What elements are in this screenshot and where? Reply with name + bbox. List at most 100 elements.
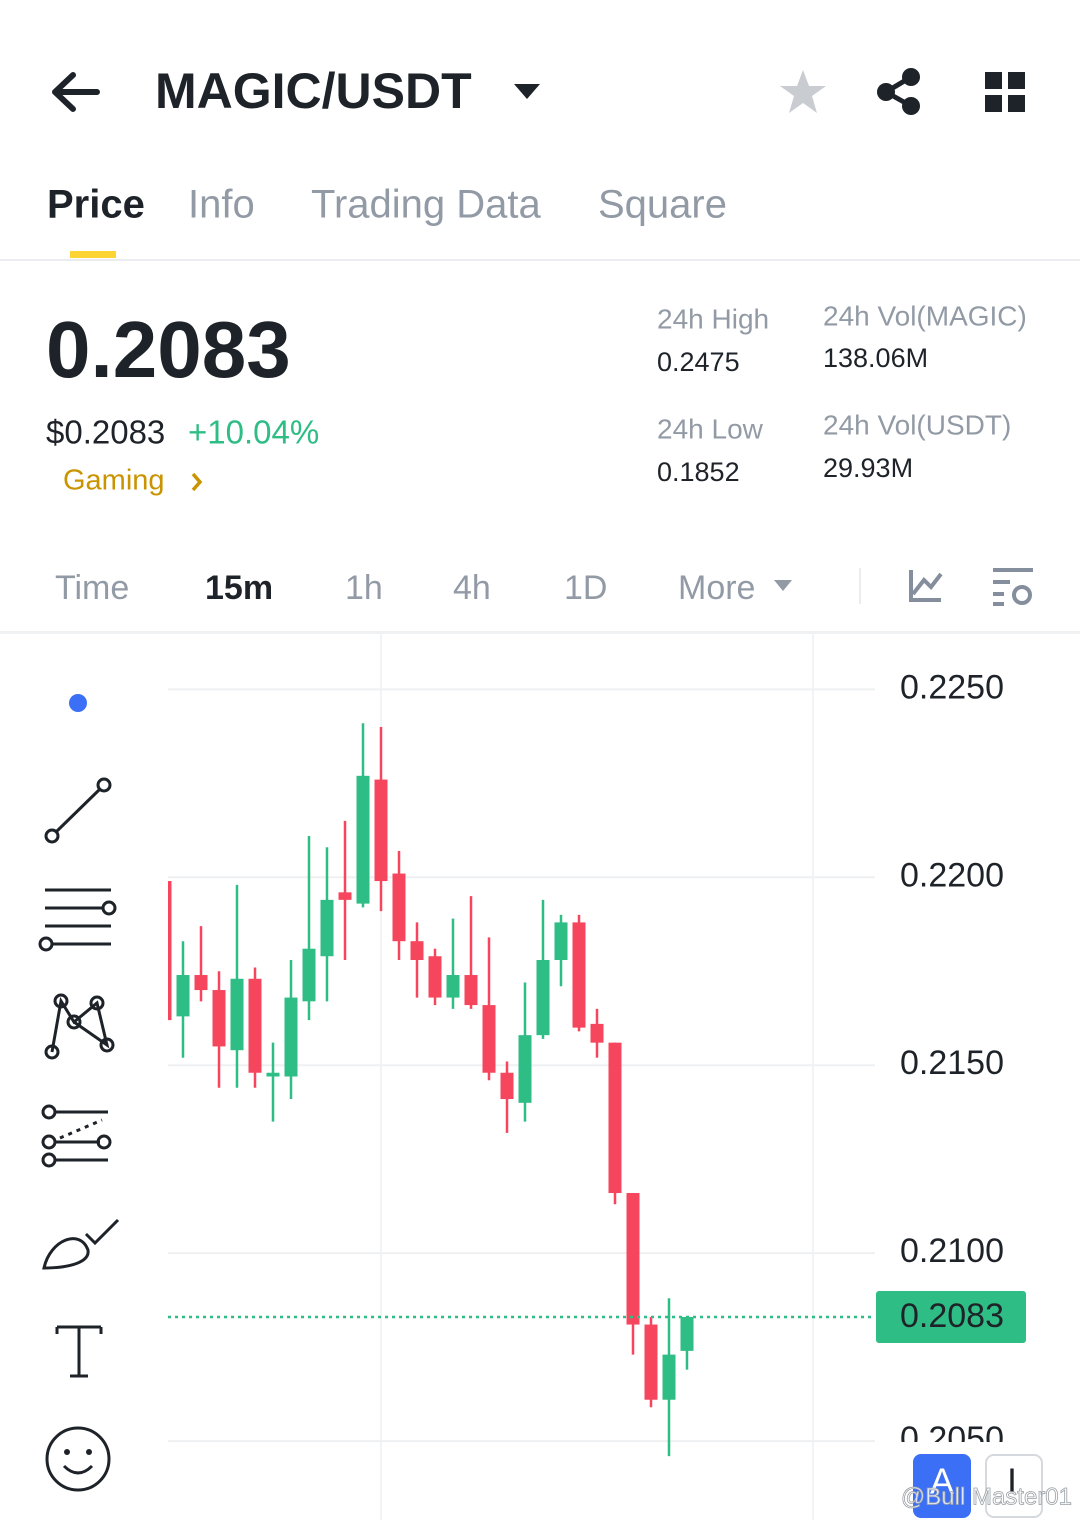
interval[interactable]: 1D [564,569,607,607]
candle-body [482,1005,496,1073]
stat-label: 24h Vol(MAGIC) [823,300,1027,331]
tool-handle [96,777,112,793]
tool-handle [38,936,54,952]
emoji-eye [64,1449,70,1455]
menu-grid[interactable] [985,72,1025,112]
tool-handle [44,1044,60,1060]
price-axis: 0.2250 0.2200 0.2150 0.2100 0.2050 [900,668,1004,1458]
candle-body [266,1072,280,1077]
tool-line[interactable] [44,777,112,844]
tool-dash [59,1118,103,1140]
settings-icon[interactable] [993,568,1033,606]
v-grid-line [812,633,814,1520]
tool-parallel[interactable] [38,888,117,952]
stat-value: 138.06M [823,343,928,373]
y-tick-label: 0.2050 [900,1420,1004,1458]
candle-body [428,956,442,998]
tool-handle [41,1134,57,1150]
candle-body [680,1317,694,1351]
tool-stroke [45,888,111,946]
interval[interactable]: 1h [345,569,383,607]
divider [0,631,1080,634]
favorite-star[interactable] [780,70,826,113]
last-price-tag [876,1291,1026,1344]
candle-body [392,873,406,942]
pair-dropdown[interactable] [514,84,540,99]
candle-body [626,1193,640,1325]
watermark: @Bull Master01 [901,1483,1072,1510]
candle-body [284,997,298,1077]
overlay-button[interactable] [913,1454,971,1518]
y-tick-label: 0.2200 [900,856,1004,894]
tool-active-dot[interactable] [69,694,87,712]
share-button[interactable] [877,68,920,115]
tab[interactable]: Trading Data [311,183,542,227]
tool-pattern[interactable] [44,993,115,1060]
candle-body [356,775,370,904]
grid-cell [985,72,1002,89]
candle-body [590,1023,604,1043]
tool-text[interactable] [55,1325,103,1378]
y-tick-label: 0.2100 [900,1232,1004,1270]
candle-body [338,892,352,900]
tool-fib[interactable] [41,1104,112,1168]
pair-title[interactable]: MAGIC/USDT [155,63,472,119]
interval[interactable]: Time [55,569,129,607]
stat-label: 24h Vol(USDT) [823,409,1011,440]
stat-value: 0.2475 [657,347,740,377]
candle-body [320,899,334,957]
tool-handle [41,1152,57,1168]
last-price-layer: 0.2083 [168,1291,1026,1344]
grid-cell [1008,72,1025,89]
settings-gear [1012,585,1032,605]
tool-stroke [55,1110,108,1162]
tab[interactable]: Square [598,183,727,227]
candle-body [554,922,568,960]
tool-stroke [55,788,101,833]
y-tick-label: 0.2150 [900,1044,1004,1082]
candle-body [302,948,316,1002]
emoji-face [45,1426,111,1492]
divider [0,259,1080,261]
candle-body [212,990,226,1047]
back-button[interactable] [52,72,100,112]
stat-label: 24h Low [657,413,764,444]
interval[interactable]: More [678,569,755,607]
overlay-button-label: A [930,1461,954,1502]
usd-price: $0.2083 [46,414,165,451]
tool-brush[interactable] [42,1218,120,1270]
overlay-button[interactable] [985,1454,1043,1518]
grid-cell [985,95,1002,112]
share-lines [884,74,913,109]
settings-lines [993,568,1033,606]
candle-body [248,978,262,1073]
emoji-eye [86,1449,92,1455]
interval[interactable]: 4h [453,569,491,607]
last-price-label: 0.2083 [900,1297,1004,1335]
indicator-icon[interactable] [909,570,943,602]
stat-label: 24h High [657,303,769,334]
candle-body [644,1324,658,1400]
tab-indicator [70,251,116,258]
tag[interactable]: Gaming [63,465,165,497]
tab[interactable]: Price [47,183,145,227]
candle-body [410,941,424,960]
tab[interactable]: Info [188,183,255,227]
grid-cell [1008,95,1025,112]
back-arrow [52,72,100,112]
stat-value: 0.1852 [657,457,740,487]
candle-body [230,978,244,1051]
tool-handle [89,995,105,1011]
candle-body [500,1072,514,1100]
plot [168,723,694,1457]
interval[interactable]: 15m [205,569,273,607]
more-dropdown [774,580,792,591]
tool-handle [66,1014,82,1030]
tool-emoji[interactable] [45,1426,111,1492]
candle-body [374,779,388,882]
candle-body [572,922,586,1028]
tool-handle [99,1037,115,1053]
tool-handle [41,1104,57,1120]
tag-chevron [191,472,203,492]
